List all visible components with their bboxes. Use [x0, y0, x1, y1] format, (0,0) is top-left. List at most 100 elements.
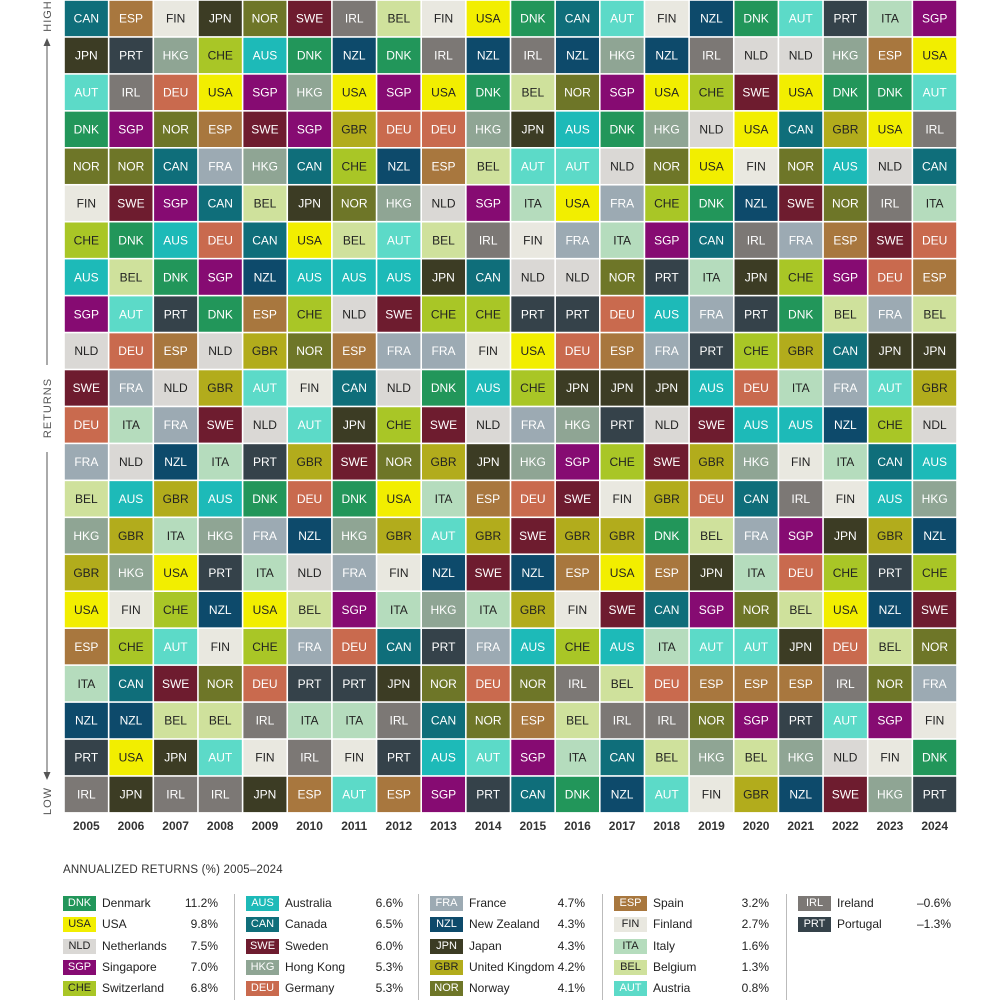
cell-box: [64, 296, 108, 332]
cell-box: [689, 702, 733, 739]
cell-box: [779, 148, 823, 184]
cell-label: PRT: [432, 640, 456, 654]
cell-box: [466, 333, 510, 369]
cell-2011-rank-6: NOR: [332, 185, 376, 221]
cell-label: FIN: [612, 492, 631, 506]
cell-box: [64, 259, 108, 295]
cell-2012-rank-21: PRT: [377, 739, 421, 776]
cell-label: AUT: [744, 640, 769, 654]
cell-2024-rank-11: GBR: [913, 370, 957, 406]
cell-2012-rank-17: ITA: [377, 592, 421, 628]
cell-2014-rank-22: PRT: [466, 776, 510, 813]
cell-2015-rank-11: CHE: [511, 370, 555, 406]
cell-box: [645, 592, 689, 628]
legend-swatch: DNK: [63, 896, 96, 911]
cell-box: [689, 739, 733, 776]
cell-box: [64, 74, 108, 111]
legend-return-value: 6.8%: [190, 981, 218, 996]
cell-2008-rank-22: IRL: [198, 776, 242, 813]
cell-label: PRT: [655, 270, 679, 284]
cell-2014-rank-15: GBR: [466, 518, 510, 554]
cell-2020-rank-9: PRT: [734, 296, 778, 332]
cell-2022-rank-22: SWE: [823, 776, 867, 813]
cell-box: [689, 0, 733, 37]
cell-label: NLD: [387, 381, 411, 395]
cell-label: AUS: [476, 381, 501, 395]
cell-label: HKG: [743, 455, 769, 469]
cell-box: [779, 628, 823, 665]
cell-label: CHE: [699, 86, 724, 100]
cell-label: SGP: [609, 86, 634, 100]
cell-box: [466, 0, 510, 37]
cell-2020-rank-5: FIN: [734, 148, 778, 184]
cell-2013-rank-13: GBR: [422, 444, 466, 480]
cell-2024-rank-16: CHE: [913, 555, 957, 591]
cell-label: AUS: [387, 270, 412, 284]
cell-box: [243, 702, 287, 739]
cell-2013-rank-11: DNK: [422, 370, 466, 406]
cell-box: [198, 776, 242, 813]
cell-2021-rank-3: USA: [779, 74, 823, 111]
cell-box: [868, 702, 912, 739]
legend-column: AUS Australia 6.6% CAN Canada 6.5% SWE Sweden 6.…: [246, 894, 403, 1000]
cell-box: [645, 185, 689, 221]
cell-label: JPN: [164, 751, 187, 765]
cell-2016-rank-13: SGP: [555, 444, 599, 480]
legend-swatch: AUT: [614, 981, 647, 997]
cell-2020-rank-1: DNK: [734, 0, 778, 37]
legend-swatch: AUS: [246, 896, 279, 911]
cell-box: [779, 296, 823, 332]
cell-2013-rank-3: USA: [422, 74, 466, 111]
cell-2007-rank-18: AUT: [154, 628, 198, 665]
cell-label: ITA: [301, 714, 319, 728]
cell-label: SWE: [653, 455, 680, 469]
cell-label: NZL: [923, 529, 946, 543]
legend-item-prt: PRT Portugal –1.3%: [798, 915, 951, 936]
cell-box: [868, 185, 912, 221]
cell-box: [913, 148, 957, 184]
cell-box: [645, 665, 689, 702]
cell-2005-rank-22: IRL: [64, 776, 108, 813]
cell-label: NZL: [745, 196, 768, 210]
year-label-2020: 2020: [743, 819, 770, 833]
cell-2022-rank-13: ITA: [823, 444, 867, 480]
cell-box: [779, 222, 823, 258]
legend-item-irl: IRL Ireland –0.6%: [798, 894, 951, 915]
cell-2014-rank-21: AUT: [466, 739, 510, 776]
cell-label: NZL: [655, 49, 678, 63]
cell-label: BEL: [566, 714, 589, 728]
cell-box: [64, 0, 108, 37]
cell-box: [779, 37, 823, 74]
cell-box: [64, 222, 108, 258]
cell-label: ESP: [833, 233, 857, 247]
cell-box: [689, 37, 733, 74]
cell-box: [288, 259, 332, 295]
cell-box: [422, 296, 466, 332]
cell-2022-rank-9: BEL: [823, 296, 867, 332]
cell-box: [243, 0, 287, 37]
cell-label: DEU: [520, 492, 545, 506]
cell-2009-rank-7: CAN: [243, 222, 287, 258]
cell-2008-rank-7: DEU: [198, 222, 242, 258]
cell-box: [779, 185, 823, 221]
cell-box: [243, 222, 287, 258]
cell-label: NOR: [787, 159, 814, 173]
cell-box: [779, 259, 823, 295]
cell-label: DNK: [654, 529, 679, 543]
cell-label: CAN: [743, 492, 768, 506]
cell-box: [243, 370, 287, 406]
cell-label: NOR: [475, 714, 502, 728]
cell-label: FIN: [389, 566, 408, 580]
cell-label: CHE: [609, 455, 634, 469]
cell-box: [377, 185, 421, 221]
cell-label: FIN: [434, 12, 453, 26]
legend-item-sgp: SGP Singapore 7.0%: [63, 958, 218, 979]
cell-box: [243, 665, 287, 702]
cell-label: NZL: [75, 714, 98, 728]
cell-2011-rank-10: ESP: [332, 333, 376, 369]
cell-label: DNK: [520, 12, 545, 26]
cell-2018-rank-13: SWE: [645, 444, 689, 480]
legend-return-value: 3.2%: [741, 896, 769, 910]
cell-label: NZL: [879, 603, 902, 617]
cell-box: [64, 555, 108, 591]
